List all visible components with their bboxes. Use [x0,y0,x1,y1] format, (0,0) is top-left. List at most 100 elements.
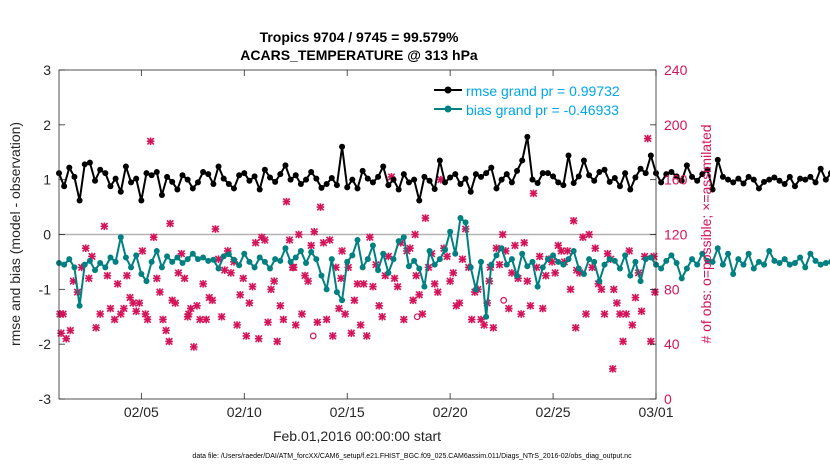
obs-assimilated-marker [81,244,90,253]
rmse-point [457,181,464,188]
obs-assimilated-marker [637,307,646,316]
rmse-point [550,173,557,180]
bias-point [575,265,582,272]
bias-point [143,278,150,285]
obs-assimilated-marker [267,285,275,294]
bias-point [586,256,593,263]
obs-possible-marker [500,296,508,304]
bias-point [658,265,665,272]
rmse-point [133,175,140,182]
bias-point [71,264,78,271]
bias-point [225,251,232,258]
obs-assimilated-marker [511,241,519,250]
obs-assimilated-marker [149,233,158,242]
rmse-point [344,184,351,191]
bias-point [812,257,819,264]
rmse-point [627,186,634,193]
rmse-point [158,192,165,199]
bias-point [493,252,500,259]
obs-assimilated-marker [106,304,115,313]
rmse-point [709,186,716,193]
obs-assimilated-marker [227,269,235,277]
obs-assimilated-marker [273,337,282,346]
obs-assimilated-marker [66,326,75,335]
obs-assimilated-marker [625,247,634,255]
bias-point [164,253,171,260]
rmse-point [611,175,618,182]
bias-point [323,286,330,293]
bias-point [735,256,742,263]
bias-point [673,260,680,267]
obs-assimilated-marker [59,310,67,318]
rmse-point [817,165,824,172]
rmse-point [359,167,366,174]
rmse-point [452,171,459,178]
obs-assimilated-marker [520,238,529,247]
rmse-point [112,175,119,182]
rmse-point [565,152,572,159]
bias-point [133,252,140,259]
bias-point [822,260,829,267]
obs-assimilated-marker [585,230,593,239]
rmse-point [148,172,155,179]
rmse-point [508,179,515,186]
y-axis-label-left: rmse and bias (model - observation) [7,122,23,346]
rmse-point [498,176,505,183]
bias-point [462,219,469,226]
rmse-point [66,164,73,171]
rmse-point [241,170,248,177]
bias-point [395,238,402,245]
y-tick-label-left: 1 [43,172,51,188]
rmse-point [555,179,562,186]
x-tick-label: 02/25 [536,404,571,420]
obs-assimilated-marker [523,277,532,285]
obs-assimilated-marker [498,230,507,239]
bias-point [194,256,201,263]
bias-point [827,259,830,265]
bias-point [611,257,618,264]
obs-assimilated-marker [298,310,306,318]
obs-assimilated-marker [143,315,152,324]
bias-point [488,261,495,268]
bias-point [354,236,361,243]
obs-assimilated-marker [285,236,294,244]
bias-point [174,254,181,261]
bias-point [755,258,762,265]
bias-point [313,256,320,263]
rmse-point [297,181,304,188]
obs-assimilated-marker [526,301,535,310]
rmse-point [745,173,752,180]
obs-assimilated-marker [347,329,356,337]
bias-point [555,258,562,265]
bias-point [441,246,448,253]
bias-point [107,254,114,261]
bias-point [699,250,706,257]
obs-assimilated-marker [254,334,263,343]
obs-assimilated-marker [159,315,167,324]
bias-point [102,264,109,271]
bias-point [519,250,526,257]
chart-title-line1: Tropics 9704 / 9745 = 99.579% [260,29,459,45]
rmse-point [230,185,237,192]
obs-assimilated-marker [449,269,458,277]
rmse-point [426,177,433,184]
bias-point [76,302,83,309]
bias-point [478,258,485,265]
y-tick-label-right: 40 [664,336,680,352]
bias-point [344,258,351,265]
rmse-point [436,157,443,164]
obs-assimilated-marker [62,334,71,343]
obs-assimilated-marker [113,280,122,288]
obs-assimilated-marker [430,280,439,288]
rmse-point [529,176,536,183]
obs-assimilated-marker [384,252,393,261]
rmse-point [385,182,392,189]
bias-point [436,256,443,263]
rmse-point [61,183,68,190]
rmse-point [689,173,696,180]
bias-point [514,272,521,279]
rmse-point [395,186,402,193]
obs-assimilated-marker [279,315,288,324]
rmse-point [102,170,109,177]
rmse-point [580,157,587,164]
